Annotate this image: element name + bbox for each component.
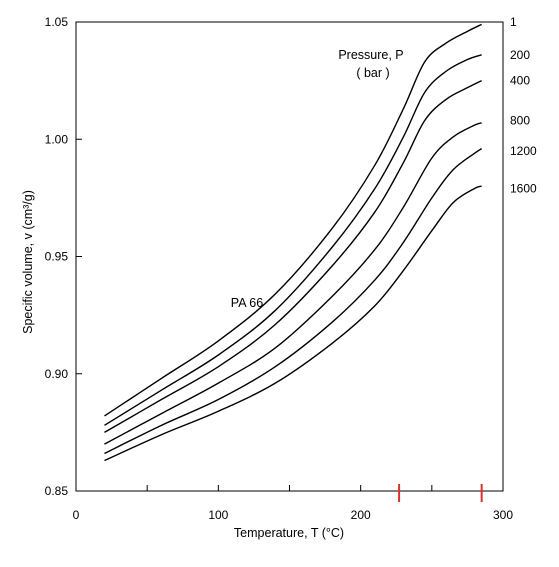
x-axis-ticks: 0 100 200 300: [73, 485, 513, 522]
x-tick-label: 300: [493, 508, 513, 522]
legend-title-unit: ( bar ): [356, 66, 389, 80]
plot-frame: [75, 21, 504, 492]
series-label-1600: 1600: [510, 181, 537, 195]
series-line-1: [104, 23, 482, 417]
series-line-200: [104, 54, 482, 426]
legend-title: Pressure, P: [338, 48, 403, 62]
y-tick-label: 0.95: [45, 250, 69, 264]
y-tick-label: 1.00: [45, 132, 69, 146]
x-axis-title: Temperature, T (°C): [234, 526, 344, 540]
series-line-1200: [104, 148, 483, 455]
series-line-1600: [104, 185, 482, 462]
y-tick-label: 0.85: [45, 484, 69, 498]
series-label-1200: 1200: [510, 144, 537, 158]
series-line-800: [104, 122, 482, 445]
series-label-400: 400: [510, 74, 530, 88]
series-label-1: 1: [510, 15, 517, 29]
y-axis-ticks: 0.85 0.90 0.95 1.00 1.05: [45, 15, 82, 498]
series-curves: [104, 23, 483, 462]
x-tick-label: 100: [208, 508, 228, 522]
highlight-marks: [398, 484, 483, 502]
x-tick-label: 0: [73, 508, 80, 522]
series-label-800: 800: [510, 113, 530, 127]
y-tick-label: 0.90: [45, 367, 69, 381]
y-tick-label: 1.05: [45, 15, 69, 29]
series-label-200: 200: [510, 48, 530, 62]
y-axis-title: Specific volume, v (cm³/g): [21, 190, 35, 334]
x-tick-label: 200: [351, 508, 371, 522]
series-line-400: [104, 80, 482, 433]
material-label: PA 66: [231, 296, 263, 310]
